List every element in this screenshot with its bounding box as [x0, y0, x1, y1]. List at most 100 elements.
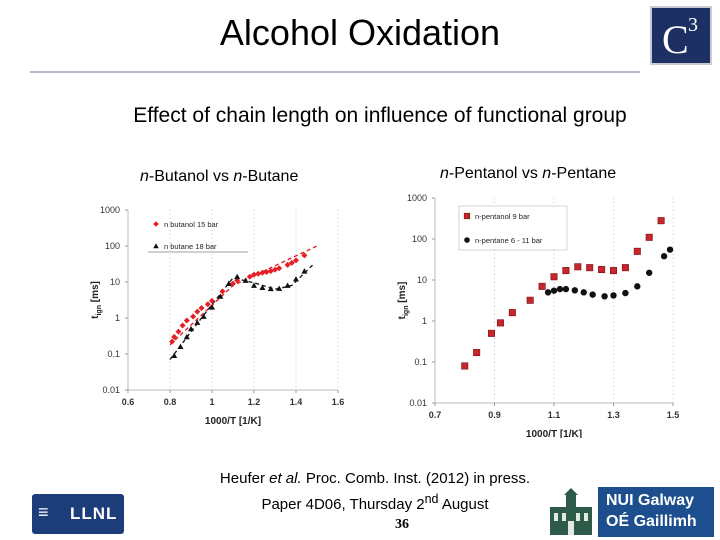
chart-1-ytick-label-2: 1: [422, 316, 427, 326]
chart-1-legend: n-pentanol 9 bar n-pentane 6 - 11 bar: [458, 205, 568, 251]
chart-1-n-pentane-6-11-bar-point-12: [660, 253, 668, 260]
llnl-mark-icon: ≡: [38, 502, 49, 522]
citation: Heufer et al. Proc. Comb. Inst. (2012) i…: [150, 469, 600, 515]
citation-paper: Paper 4D06, Thursday 2: [261, 496, 425, 513]
right-caption-text-1: -Pentanol vs: [448, 165, 543, 182]
chart-1-n-pentane-6-11-bar-point-11: [646, 269, 653, 276]
chart-0-n-butane-18-bar-point-16: [293, 276, 299, 282]
chart-0-n-butane-18-bar-point-8: [225, 280, 232, 287]
chart-0-n-butane-18-bar-point-5: [200, 313, 207, 319]
chart-0-n-butanol-15-bar-point-3: [179, 322, 186, 329]
chart-1-n-pentanol-9-bar-point-7: [550, 273, 558, 281]
chart-1-n-pentanol-9-bar-point-13: [621, 264, 629, 272]
chart-1-legend-label-0: n-pentanol 9 bar: [475, 212, 530, 221]
citation-journal: Proc. Comb. Inst. (2012) in press.: [301, 470, 531, 487]
chart-0-n-butane-18-bar-point-7: [217, 293, 224, 299]
chart-1-n-pentanol-9-bar-point-3: [496, 319, 504, 327]
c3-logo: C 3: [650, 6, 712, 65]
citation-month: August: [438, 496, 489, 513]
llnl-logo: ≡ LLNL: [32, 494, 124, 534]
chart-0-n-butanol-15-bar-point-22: [288, 259, 295, 266]
chart-1-legend-marker-1: [464, 237, 470, 243]
c3-logo-letter: C: [662, 17, 689, 62]
chart-1-n-pentane-6-11-bar-point-6: [589, 291, 596, 298]
left-caption-italic-1: n: [140, 168, 149, 185]
chart-1-ylabel: tign [ms]: [397, 282, 410, 320]
chart-1-ytick-label-4: 100: [412, 234, 427, 244]
title-divider: [30, 71, 640, 73]
chart-0-n-butane-18-bar-point-14: [276, 285, 283, 291]
chart-0-ylabel: tign [ms]: [90, 281, 103, 319]
chart-0-ylabel-unit: [ms]: [90, 281, 101, 305]
chart-0-n-butane-18-bar-point-15: [284, 282, 291, 288]
university-building-icon: [546, 487, 596, 537]
nui-galway-logo: NUI Galway OÉ Gaillimh: [598, 487, 714, 537]
chart-1-n-pentane-6-11-bar-point-1: [550, 287, 558, 294]
chart-1-n-pentanol-9-bar-point-15: [645, 233, 653, 241]
chart-0-xtick-label-4: 1.4: [290, 397, 303, 407]
chart-1-n-pentane-6-11-bar-point-9: [622, 289, 629, 297]
chart-0-xtick-label-0: 0.6: [122, 397, 135, 407]
butanol-chart: 0.01 0.1 1 10 100 1000 0.6 0.8 1 1.2 1.4 1.6 1000/T …: [90, 205, 345, 427]
chart-0-n-butane-18-bar-point-0: [171, 352, 178, 359]
citation-line-1: Heufer et al. Proc. Comb. Inst. (2012) i…: [150, 469, 600, 489]
left-caption-italic-2: n: [233, 168, 243, 185]
nuig-logo-line-1: NUI Galway: [606, 492, 695, 509]
right-caption-italic-1: n: [440, 165, 449, 182]
right-chart-caption: n-Pentanol vs n-Pentane: [440, 165, 616, 183]
chart-1-xlabel: 1000/T [1/K]: [526, 429, 582, 438]
chart-1-n-pentane-6-11-bar-point-5: [580, 289, 587, 296]
chart-0-n-butanol-15-bar-point-8: [204, 301, 211, 308]
chart-1-ylabel-sub: ign: [403, 306, 410, 317]
chart-0-n-butanol-15-bar-point-9: [209, 297, 215, 304]
chart-1-n-pentanol-9-bar-point-2: [488, 329, 496, 337]
chart-0-ytick-label-0: 0.01: [102, 385, 120, 395]
right-caption-text-2: -Pentane: [551, 165, 617, 182]
citation-authors: Heufer: [219, 470, 270, 487]
chart-1-n-pentane-6-11-bar-point-7: [601, 293, 608, 300]
chart-1-ytick-label-3: 10: [417, 275, 427, 285]
chart-0-ytick-label-3: 10: [110, 277, 120, 287]
chart-0-n-butanol-15-bar-point-12: [234, 277, 241, 284]
c3-logo-superscript: 3: [688, 14, 698, 36]
chart-1-n-pentanol-9-bar-point-0: [461, 362, 469, 370]
pentanol-chart: 0.01 0.1 1 10 100 1000 0.7 0.9 1.1 1.3 1.5 1000/T […: [397, 193, 680, 438]
chart-0-ytick-label-4: 100: [105, 241, 120, 251]
chart-1-n-pentanol-9-bar-point-6: [538, 282, 546, 290]
left-caption-text-2: -Butane: [242, 168, 299, 185]
chart-1-ylabel-unit: [ms]: [397, 282, 408, 306]
left-chart-caption: n-Butanol vs n-Butane: [140, 168, 298, 186]
chart-0-n-butane-18-bar-point-17: [301, 268, 308, 274]
chart-0-ytick-label-5: 1000: [100, 205, 120, 215]
chart-0-xtick-label-2: 1: [209, 397, 214, 407]
left-caption-text-1: -Butanol vs: [148, 168, 234, 185]
chart-0-legend-label-0: n butanol 15 bar: [164, 220, 219, 229]
chart-1-n-pentanol-9-bar-point-5: [526, 296, 534, 304]
chart-0-n-butanol-15-bar-point-10: [219, 288, 226, 295]
chart-0-n-butane-18-bar-point-13: [267, 285, 274, 292]
chart-1-xtick-label-4: 1.5: [667, 410, 680, 420]
chart-1-legend-label-1: n-pentane 6 - 11 bar: [475, 236, 543, 245]
chart-0-ytick-label-1: 0.1: [107, 349, 120, 359]
chart-0-n-butanol-15-bar-point-17: [263, 268, 270, 275]
chart-0-ylabel-sub: ign: [96, 305, 103, 316]
chart-1-n-pentane-6-11-bar-point-8: [610, 292, 617, 299]
chart-1-ytick-label-0: 0.01: [409, 398, 427, 408]
chart-0-n-butanol-15-bar-point-14: [251, 271, 257, 278]
nuig-logo-line-2: OÉ Gaillimh: [606, 513, 697, 530]
chart-0-n-butane-18-bar-point-10: [242, 277, 249, 283]
chart-0-n-butanol-15-bar-point-2: [175, 328, 182, 335]
chart-0-n-butanol-15-bar-point-5: [190, 313, 197, 320]
chart-1-ytick-label-5: 1000: [407, 193, 427, 203]
chart-1-n-pentane-6-11-bar-point-0: [544, 289, 552, 296]
chart-1-xtick-label-0: 0.7: [429, 410, 442, 420]
chart-0-xtick-label-5: 1.6: [332, 397, 345, 407]
llnl-logo-text: LLNL: [70, 504, 118, 523]
chart-0-n-butane-18-bar-point-12: [259, 284, 266, 290]
chart-0-legend-marker-1: [153, 243, 159, 249]
chart-0-n-butanol-15-bar-point-6: [194, 308, 201, 315]
chart-0-n-butane-18-bar-point-11: [251, 282, 257, 288]
chart-1-n-pentanol-9-bar-point-12: [610, 267, 618, 275]
chart-1-n-pentane-6-11-bar-point-13: [666, 246, 674, 253]
chart-0-n-butanol-15-bar-point-0: [169, 338, 176, 345]
